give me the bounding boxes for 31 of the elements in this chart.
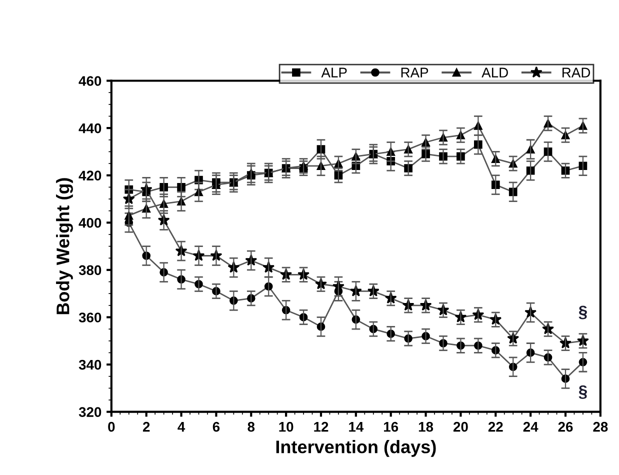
- x-tick-label: 26: [558, 422, 573, 432]
- legend-label: ALP: [321, 68, 347, 78]
- x-tick-label: 8: [248, 422, 255, 432]
- y-tick-label: 360: [78, 312, 102, 322]
- x-tick-label: 4: [178, 422, 186, 432]
- x-tick-label: 14: [349, 422, 364, 432]
- legend-label: ALD: [482, 68, 508, 78]
- x-tick-label: 16: [384, 422, 398, 432]
- x-tick-label: 24: [523, 422, 538, 432]
- x-tick-label: 20: [453, 422, 468, 432]
- y-tick-label: 440: [78, 123, 102, 134]
- annotation: §: [578, 385, 587, 399]
- x-tick-label: 2: [142, 422, 150, 432]
- y-tick-label: 420: [78, 170, 102, 181]
- y-axis-title: Body Weight (g): [56, 178, 73, 314]
- y-tick-label: 400: [78, 218, 102, 228]
- annotation: §: [578, 306, 587, 320]
- x-tick-label: 28: [593, 422, 608, 432]
- x-tick-label: 18: [418, 422, 434, 432]
- x-tick-label: 10: [279, 422, 294, 432]
- legend-label: RAD: [562, 68, 590, 78]
- y-tick-label: 460: [78, 76, 102, 86]
- x-tick-label: 6: [212, 422, 220, 432]
- legend-label: RAP: [401, 68, 428, 78]
- x-tick-label: 0: [108, 422, 115, 432]
- x-tick-label: 22: [488, 422, 503, 432]
- y-tick-label: 320: [78, 407, 102, 418]
- x-tick-label: 12: [314, 422, 328, 432]
- y-tick-label: 380: [78, 265, 102, 276]
- x-axis-title: Intervention (days): [276, 440, 436, 457]
- y-tick-label: 340: [78, 360, 102, 370]
